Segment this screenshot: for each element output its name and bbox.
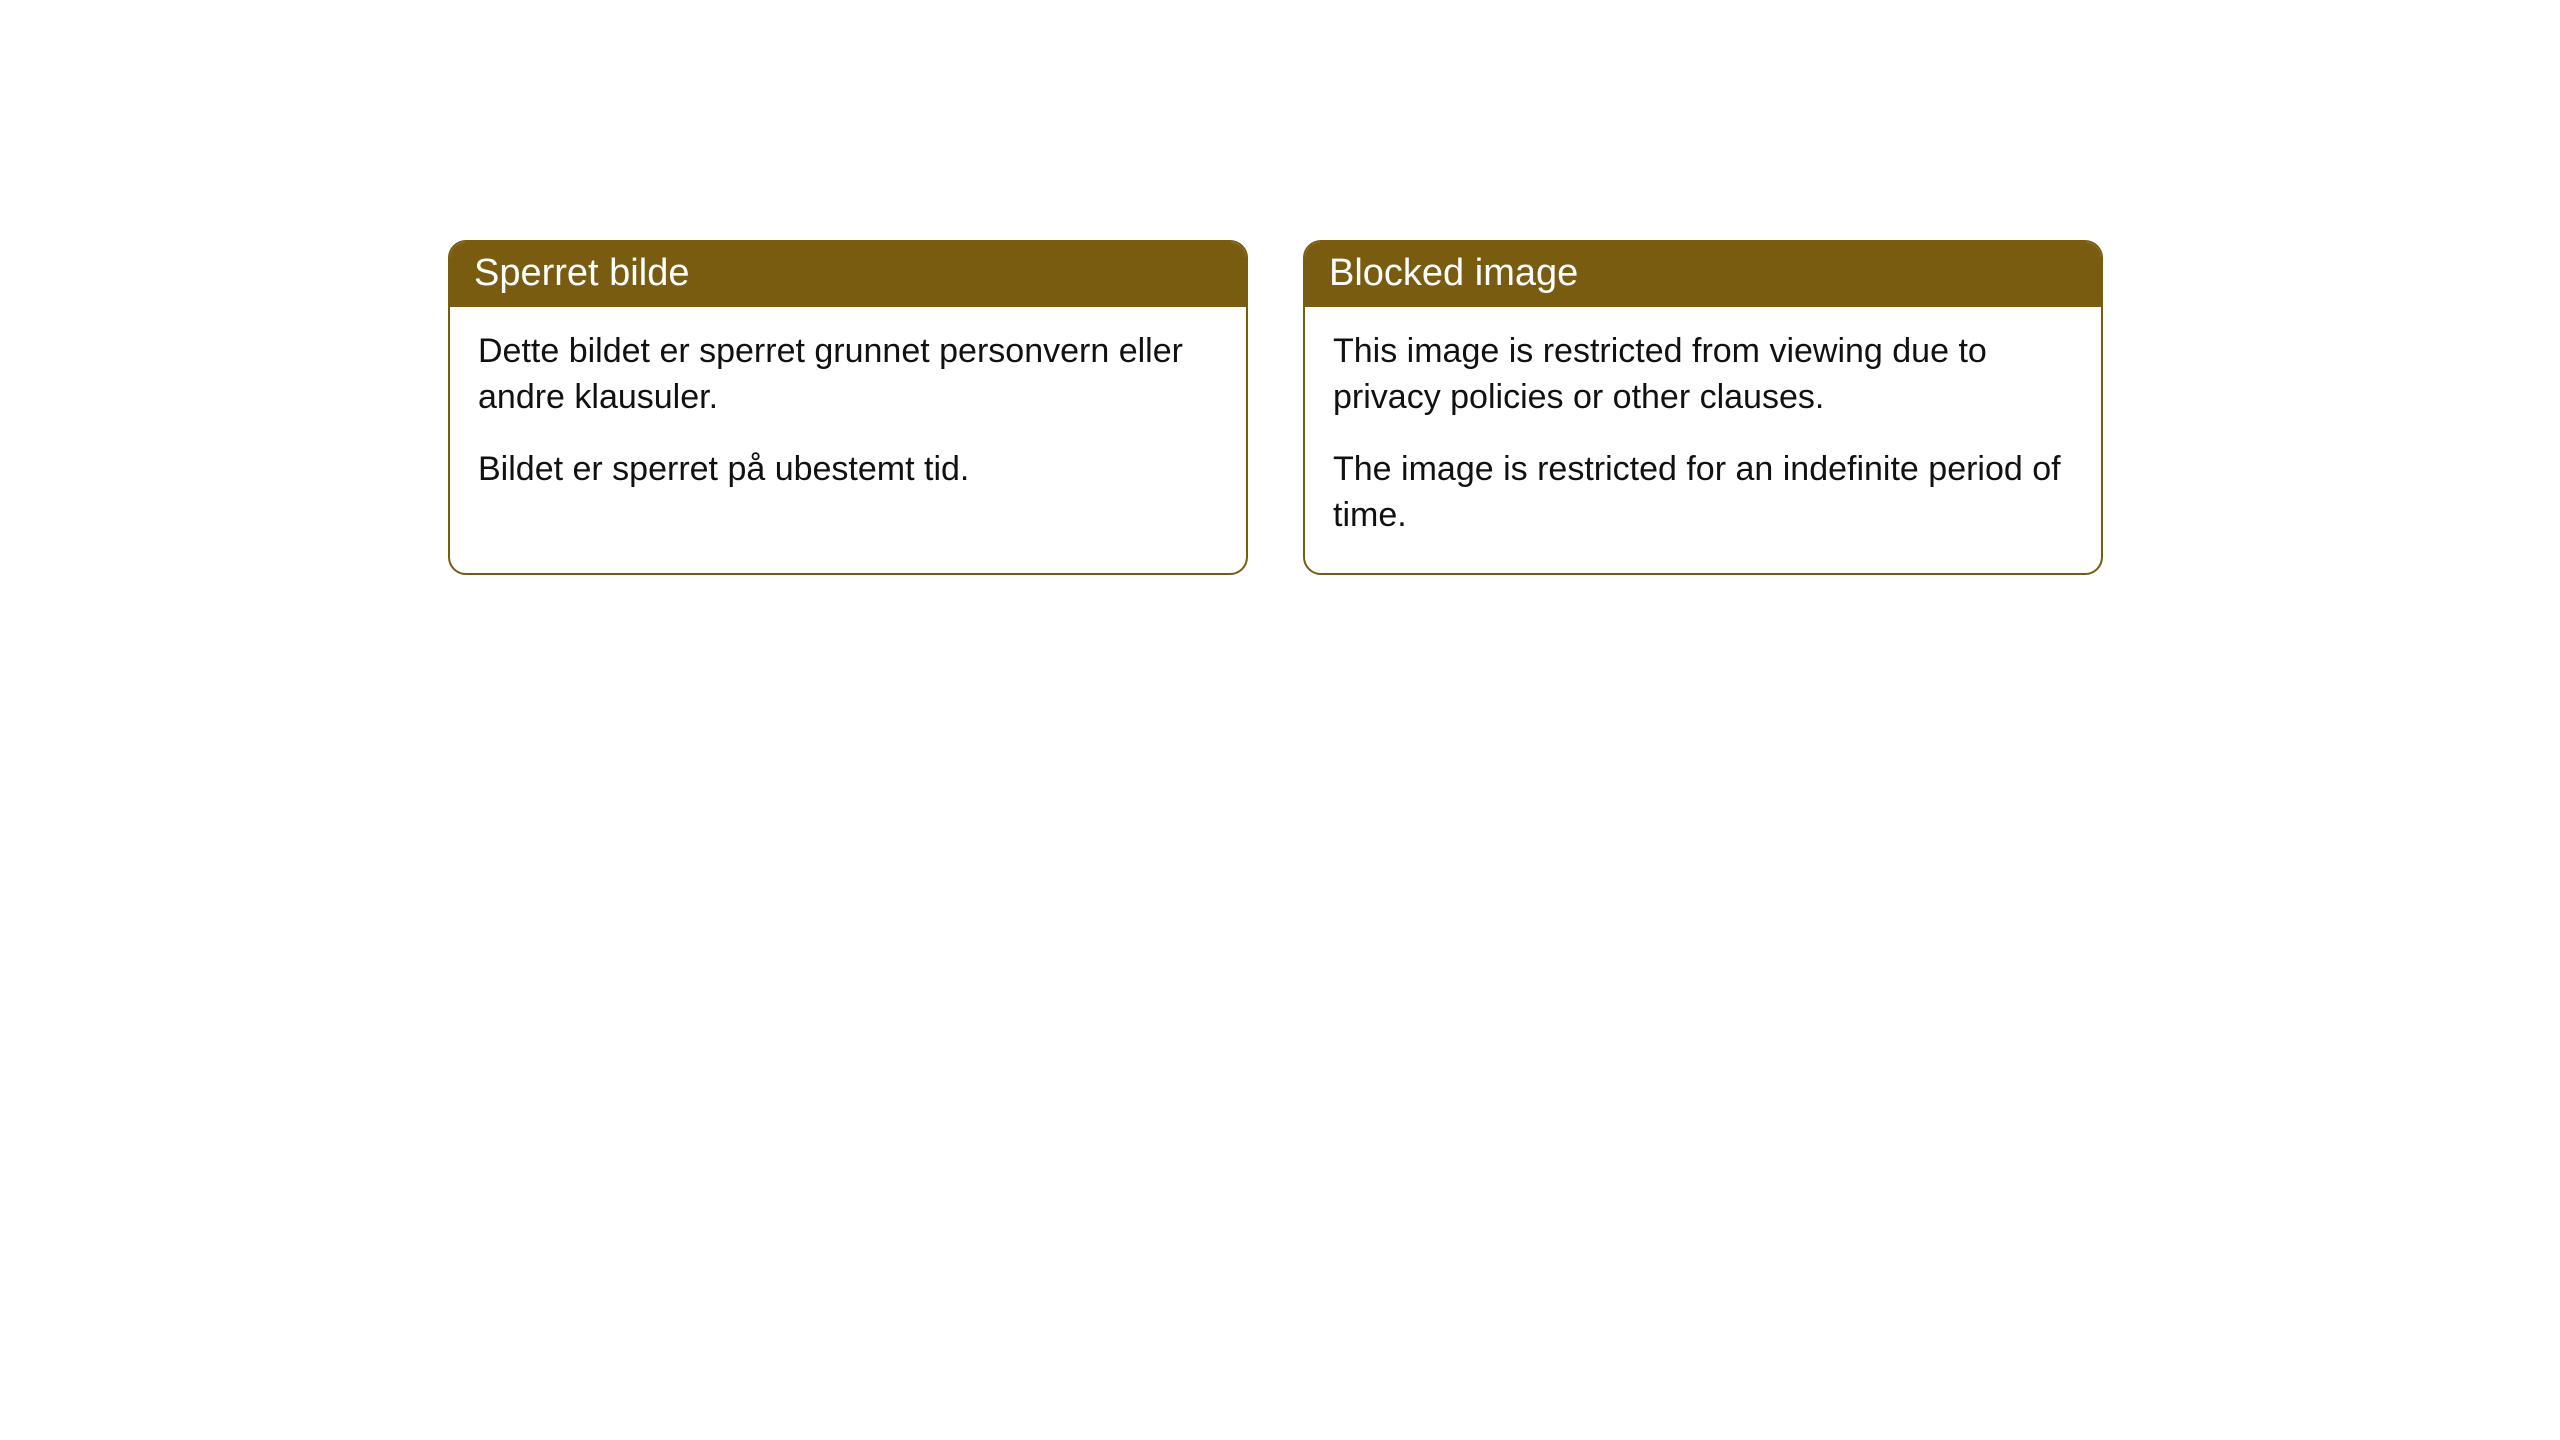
card-header-norwegian: Sperret bilde	[450, 242, 1246, 307]
card-header-english: Blocked image	[1305, 242, 2101, 307]
card-english: Blocked image This image is restricted f…	[1303, 240, 2103, 575]
card-body-english: This image is restricted from viewing du…	[1305, 307, 2101, 573]
card-norwegian: Sperret bilde Dette bildet er sperret gr…	[448, 240, 1248, 575]
card-paragraph-1: Dette bildet er sperret grunnet personve…	[478, 329, 1218, 421]
card-body-norwegian: Dette bildet er sperret grunnet personve…	[450, 307, 1246, 527]
card-paragraph-1: This image is restricted from viewing du…	[1333, 329, 2073, 421]
cards-container: Sperret bilde Dette bildet er sperret gr…	[0, 0, 2560, 575]
card-paragraph-2: The image is restricted for an indefinit…	[1333, 447, 2073, 539]
card-paragraph-2: Bildet er sperret på ubestemt tid.	[478, 447, 1218, 493]
